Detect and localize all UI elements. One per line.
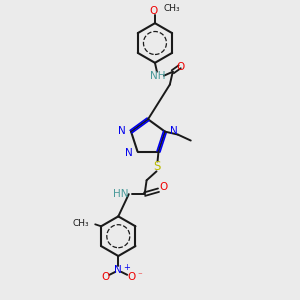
Text: N: N (118, 126, 126, 136)
Text: ⁻: ⁻ (137, 271, 142, 280)
Text: +: + (123, 263, 130, 272)
Text: HN: HN (113, 189, 129, 199)
Text: O: O (150, 6, 158, 16)
Text: CH₃: CH₃ (73, 219, 89, 228)
Text: N: N (114, 265, 122, 275)
Text: O: O (127, 272, 135, 282)
Text: O: O (101, 272, 110, 282)
Text: O: O (177, 62, 185, 72)
Text: O: O (159, 182, 168, 192)
Text: N: N (125, 148, 133, 158)
Text: CH₃: CH₃ (164, 4, 181, 13)
Text: NH: NH (150, 71, 166, 81)
Text: N: N (170, 126, 178, 136)
Text: S: S (153, 160, 160, 173)
